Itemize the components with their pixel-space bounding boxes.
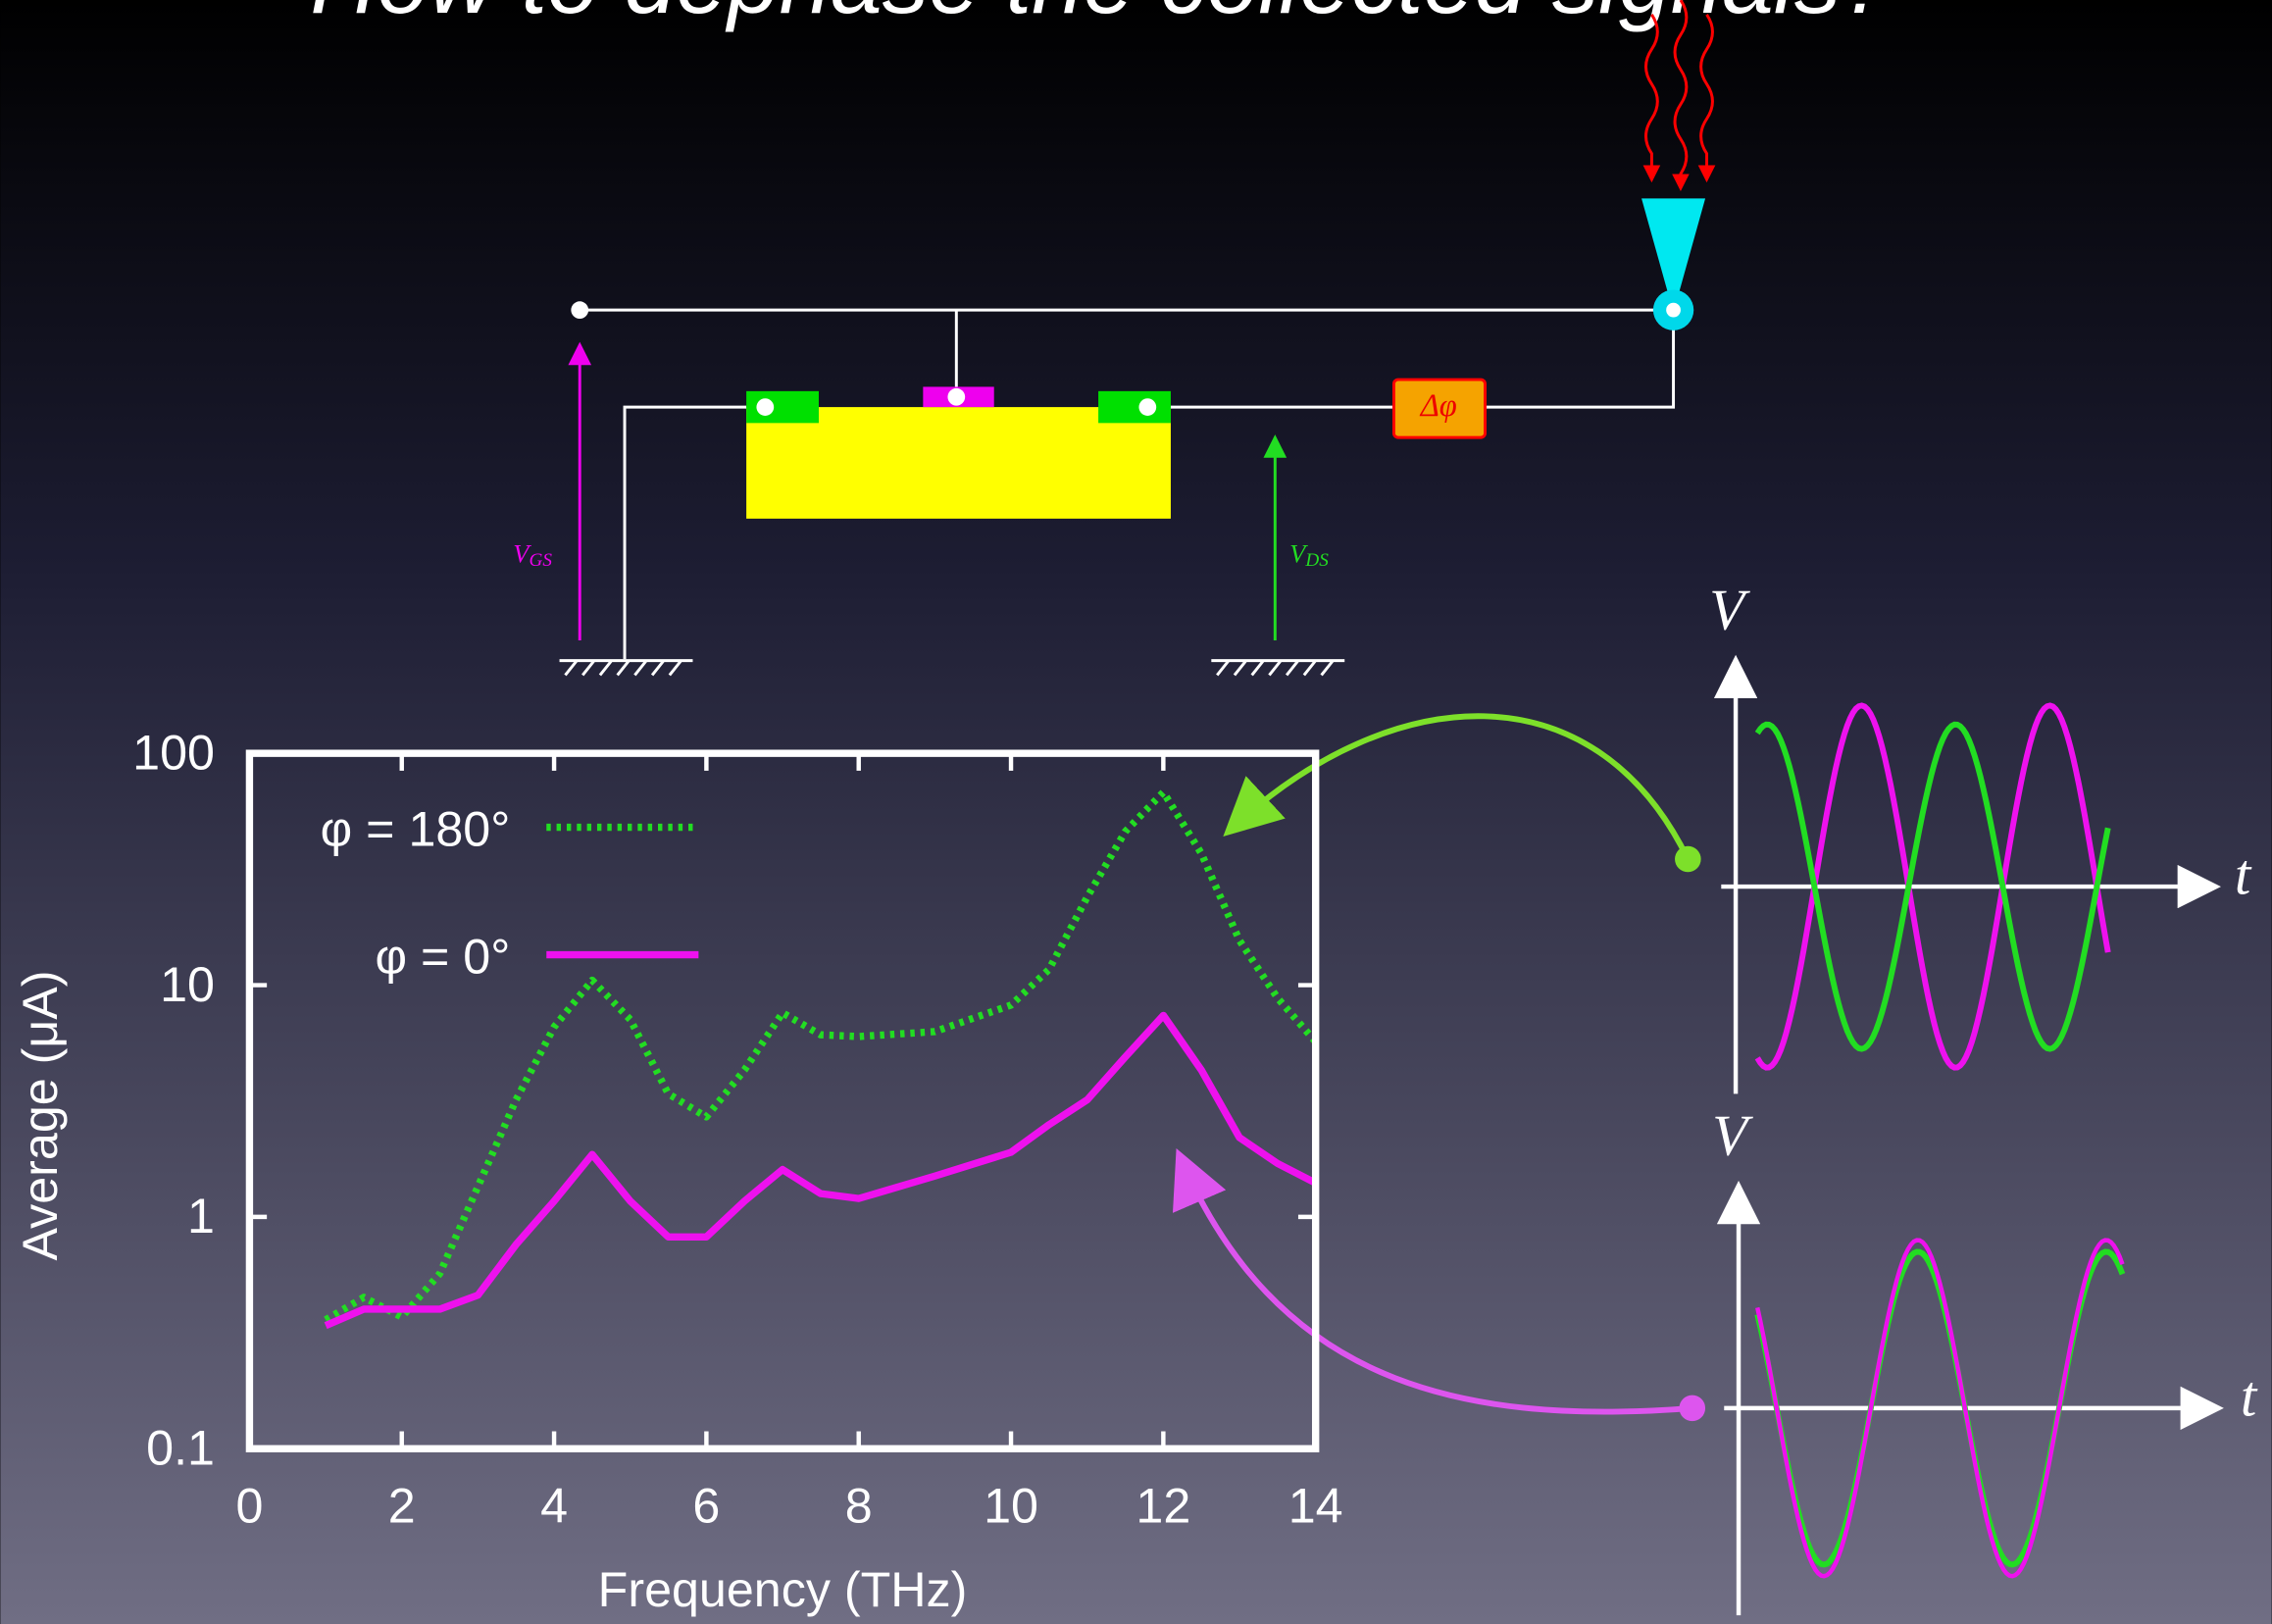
y-tick-label: 10 — [160, 957, 215, 1012]
x-tick-label: 14 — [1288, 1479, 1343, 1534]
node — [1666, 303, 1681, 318]
subscript: DS — [1304, 551, 1329, 572]
x-tick-label: 0 — [235, 1479, 263, 1534]
node — [947, 388, 965, 406]
channel — [746, 407, 1171, 519]
wave-x-label: t — [2241, 1364, 2258, 1429]
pointer-dot — [1679, 1396, 1705, 1422]
page: {"slide":{"title":"How to dephase the co… — [0, 0, 2272, 1624]
slide: How to dephase the collected signals? Δφ… — [0, 0, 2272, 1624]
y-tick-label: 1 — [187, 1189, 215, 1243]
x-tick-label: 6 — [692, 1479, 720, 1534]
node — [571, 301, 588, 319]
y-tick-label: 0.1 — [146, 1420, 215, 1475]
x-tick-label: 8 — [845, 1479, 873, 1534]
wave-x-label: t — [2235, 842, 2252, 907]
x-tick-label: 4 — [540, 1479, 568, 1534]
slide-title: How to dephase the collected signals? — [310, 0, 1893, 33]
wave-y-label: V — [1709, 577, 1750, 641]
legend-label: φ = 180° — [321, 802, 511, 857]
subscript: GS — [530, 551, 553, 572]
pointer-dot — [1675, 846, 1701, 873]
x-axis-label: Frequency (THz) — [598, 1562, 968, 1617]
wave-y-label: V — [1712, 1103, 1753, 1168]
phase-shifter-label: Δφ — [1419, 388, 1457, 424]
x-tick-label: 10 — [984, 1479, 1038, 1534]
node — [756, 398, 774, 416]
drain-contact — [1098, 391, 1171, 423]
x-tick-label: 2 — [388, 1479, 416, 1534]
node — [1138, 398, 1156, 416]
y-axis-label: Average (μA) — [13, 971, 68, 1261]
legend-label: φ = 0° — [376, 930, 511, 985]
x-tick-label: 12 — [1136, 1479, 1190, 1534]
y-tick-label: 100 — [132, 725, 215, 780]
